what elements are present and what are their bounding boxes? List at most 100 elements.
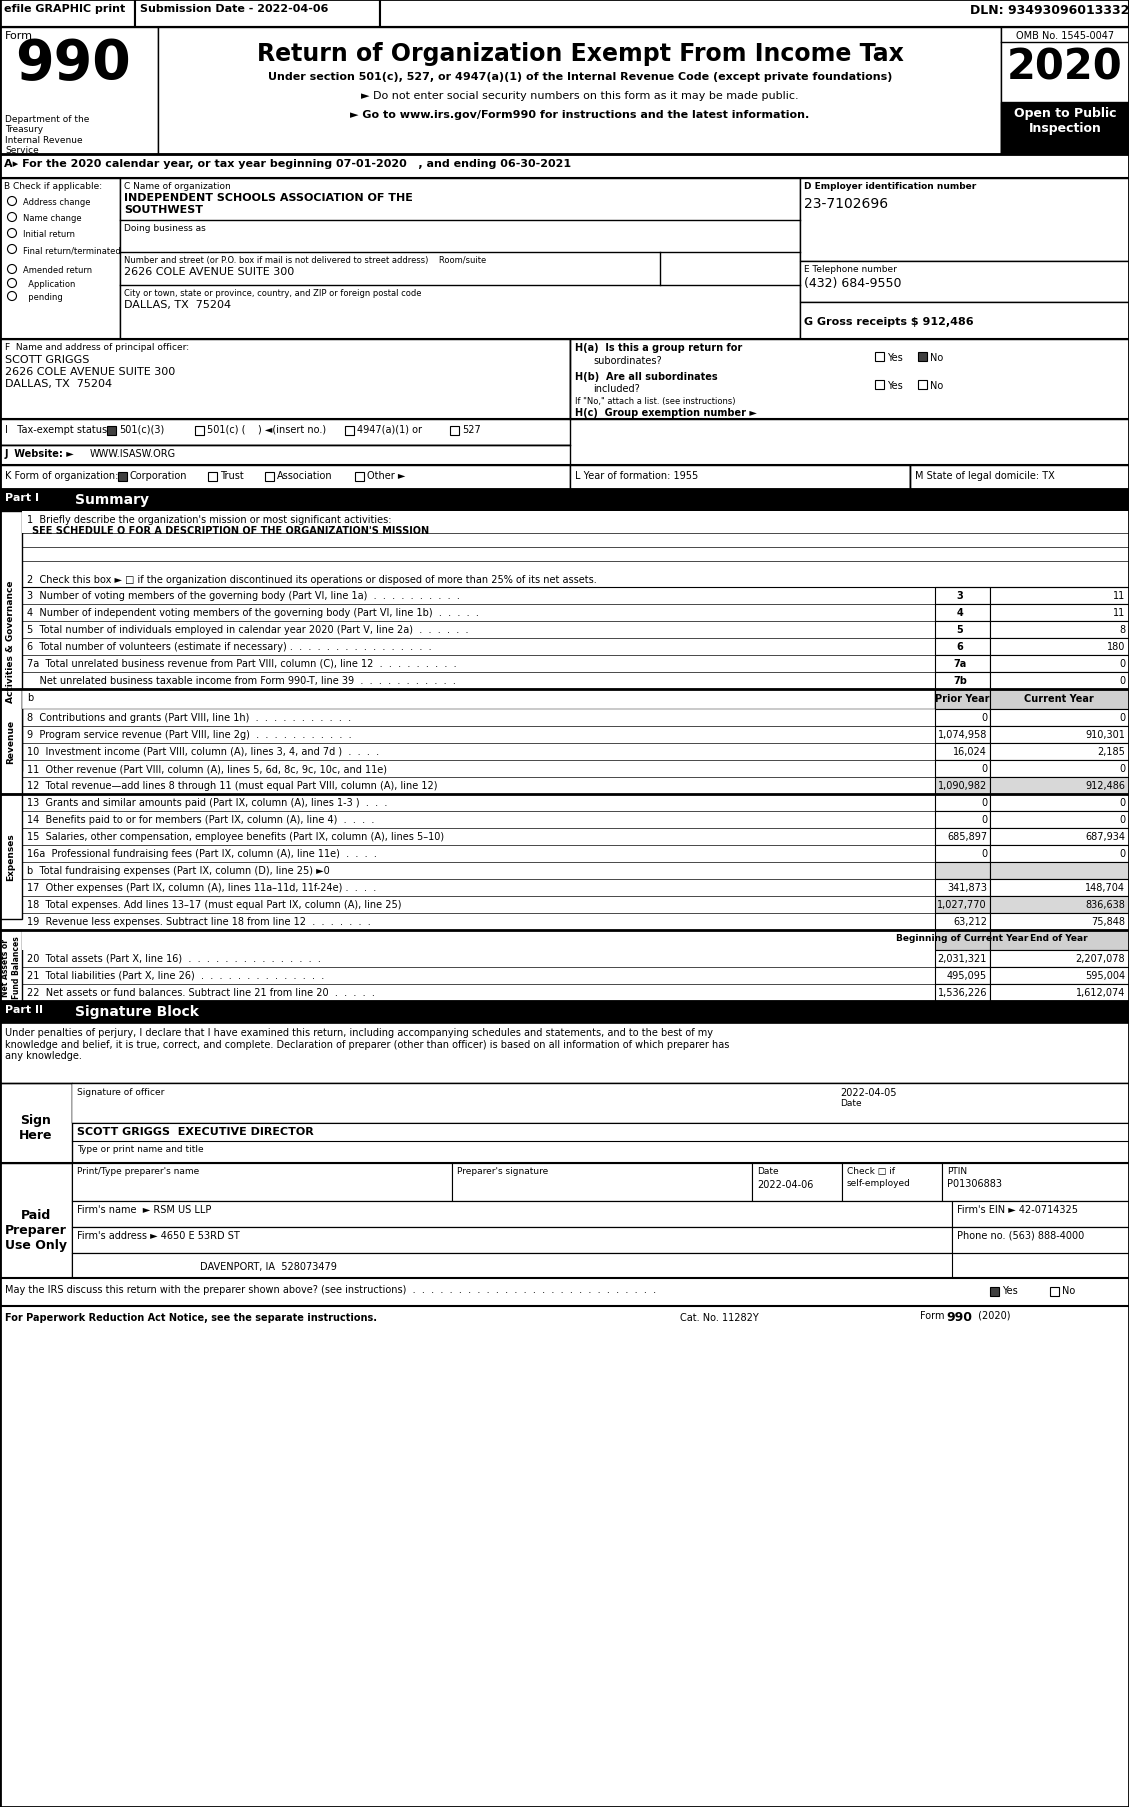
Text: 13  Grants and similar amounts paid (Part IX, column (A), lines 1-3 )  .  .  .: 13 Grants and similar amounts paid (Part… xyxy=(27,797,387,808)
Bar xyxy=(990,950,1129,967)
Text: Current Year: Current Year xyxy=(1024,694,1094,703)
Text: Other ►: Other ► xyxy=(367,472,405,481)
Bar xyxy=(935,846,990,862)
Bar xyxy=(918,352,927,361)
Bar xyxy=(935,605,990,622)
Bar xyxy=(842,1164,942,1202)
Text: If "No," attach a list. (see instructions): If "No," attach a list. (see instruction… xyxy=(575,398,735,407)
Bar xyxy=(990,622,1129,638)
Text: C Name of organization: C Name of organization xyxy=(124,183,230,192)
Bar xyxy=(0,0,1129,27)
Text: DAVENPORT, IA  528073479: DAVENPORT, IA 528073479 xyxy=(200,1261,336,1272)
Text: Revenue: Revenue xyxy=(7,719,16,764)
Text: 687,934: 687,934 xyxy=(1085,831,1124,842)
Text: H(c)  Group exemption number ►: H(c) Group exemption number ► xyxy=(575,408,756,417)
Text: 910,301: 910,301 xyxy=(1085,730,1124,739)
Text: 1,536,226: 1,536,226 xyxy=(937,987,987,997)
Text: 23-7102696: 23-7102696 xyxy=(804,197,889,211)
Text: 0: 0 xyxy=(981,712,987,723)
Bar xyxy=(0,27,1129,155)
Bar xyxy=(1050,1287,1059,1296)
Text: B Check if applicable:: B Check if applicable: xyxy=(5,183,102,192)
Text: subordinates?: subordinates? xyxy=(593,356,662,365)
Text: G Gross receipts $ 912,486: G Gross receipts $ 912,486 xyxy=(804,316,973,327)
Text: ► Go to www.irs.gov/Form990 for instructions and the latest information.: ► Go to www.irs.gov/Form990 for instruct… xyxy=(350,110,809,119)
Bar xyxy=(935,914,990,931)
Text: Cat. No. 11282Y: Cat. No. 11282Y xyxy=(680,1312,759,1323)
Bar xyxy=(0,1084,72,1164)
Bar xyxy=(570,466,910,490)
Text: 14  Benefits paid to or for members (Part IX, column (A), line 4)  .  .  .  .: 14 Benefits paid to or for members (Part… xyxy=(27,815,375,824)
Bar xyxy=(380,0,1129,27)
Bar xyxy=(990,744,1129,761)
Text: 527: 527 xyxy=(462,425,481,435)
Bar xyxy=(0,340,570,419)
Text: Under penalties of perjury, I declare that I have examined this return, includin: Under penalties of perjury, I declare th… xyxy=(5,1028,729,1061)
Bar xyxy=(935,950,990,967)
Bar xyxy=(935,587,990,605)
Text: 63,212: 63,212 xyxy=(953,916,987,927)
Bar xyxy=(800,179,1129,262)
Bar xyxy=(72,1164,452,1202)
Text: L Year of formation: 1955: L Year of formation: 1955 xyxy=(575,472,698,481)
Bar xyxy=(450,426,460,435)
Text: 22  Net assets or fund balances. Subtract line 21 from line 20  .  .  .  .  .: 22 Net assets or fund balances. Subtract… xyxy=(27,987,375,997)
Bar xyxy=(952,1202,1129,1227)
Bar xyxy=(752,1164,842,1202)
Text: Signature Block: Signature Block xyxy=(75,1005,199,1019)
Text: SCOTT GRIGGS  EXECUTIVE DIRECTOR: SCOTT GRIGGS EXECUTIVE DIRECTOR xyxy=(77,1126,314,1137)
Bar xyxy=(935,710,990,726)
Circle shape xyxy=(8,213,17,222)
Text: D Employer identification number: D Employer identification number xyxy=(804,183,977,192)
Text: 12  Total revenue—add lines 8 through 11 (must equal Part VIII, column (A), line: 12 Total revenue—add lines 8 through 11 … xyxy=(27,781,438,791)
Bar xyxy=(800,262,1129,304)
Bar xyxy=(355,473,364,482)
Text: (2020): (2020) xyxy=(975,1310,1010,1321)
Bar xyxy=(135,0,380,27)
Text: I   Tax-exempt status:: I Tax-exempt status: xyxy=(5,425,111,435)
Bar xyxy=(990,862,1129,880)
Text: Print/Type preparer's name: Print/Type preparer's name xyxy=(77,1166,199,1175)
Text: Check □ if: Check □ if xyxy=(847,1166,895,1175)
Text: Net Assets or
Fund Balances: Net Assets or Fund Balances xyxy=(1,936,20,999)
Bar xyxy=(942,1164,1129,1202)
Text: Type or print name and title: Type or print name and title xyxy=(77,1144,203,1153)
Text: 21  Total liabilities (Part X, line 26)  .  .  .  .  .  .  .  .  .  .  .  .  .  : 21 Total liabilities (Part X, line 26) .… xyxy=(27,970,324,981)
Text: 0: 0 xyxy=(1119,712,1124,723)
Text: H(b)  Are all subordinates: H(b) Are all subordinates xyxy=(575,372,718,381)
Text: No: No xyxy=(930,352,943,363)
Bar xyxy=(72,1084,1129,1124)
Text: Application: Application xyxy=(23,280,76,289)
Text: Open to Public
Inspection: Open to Public Inspection xyxy=(1014,107,1117,136)
Circle shape xyxy=(8,229,17,239)
Text: 75,848: 75,848 xyxy=(1091,916,1124,927)
Text: City or town, state or province, country, and ZIP or foreign postal code: City or town, state or province, country… xyxy=(124,289,421,298)
Bar xyxy=(990,846,1129,862)
Bar xyxy=(990,1287,999,1296)
Bar xyxy=(0,179,120,340)
Text: P01306883: P01306883 xyxy=(947,1178,1003,1189)
Text: 8: 8 xyxy=(1119,625,1124,634)
Bar xyxy=(990,710,1129,726)
Text: Date: Date xyxy=(758,1166,779,1175)
Bar xyxy=(952,1227,1129,1254)
Text: b  Total fundraising expenses (Part IX, column (D), line 25) ►0: b Total fundraising expenses (Part IX, c… xyxy=(27,866,330,876)
Text: (432) 684-9550: (432) 684-9550 xyxy=(804,276,901,289)
Bar xyxy=(21,511,1129,533)
Text: 6: 6 xyxy=(956,641,963,652)
Text: 2022-04-05: 2022-04-05 xyxy=(840,1088,896,1097)
Text: 6  Total number of volunteers (estimate if necessary) .  .  .  .  .  .  .  .  . : 6 Total number of volunteers (estimate i… xyxy=(27,641,431,652)
Bar xyxy=(990,914,1129,931)
Text: Trust: Trust xyxy=(220,472,244,481)
Text: 10  Investment income (Part VIII, column (A), lines 3, 4, and 7d )  .  .  .  .: 10 Investment income (Part VIII, column … xyxy=(27,746,379,757)
Text: 2022-04-06: 2022-04-06 xyxy=(758,1180,813,1189)
Text: 15  Salaries, other compensation, employee benefits (Part IX, column (A), lines : 15 Salaries, other compensation, employe… xyxy=(27,831,444,842)
Text: 2,185: 2,185 xyxy=(1097,746,1124,757)
Text: 0: 0 xyxy=(1119,815,1124,824)
Text: Association: Association xyxy=(277,472,333,481)
Text: 2  Check this box ► □ if the organization discontinued its operations or dispose: 2 Check this box ► □ if the organization… xyxy=(27,575,597,585)
Text: Yes: Yes xyxy=(887,352,903,363)
Text: Yes: Yes xyxy=(1003,1285,1017,1296)
Bar xyxy=(345,426,355,435)
Text: 5: 5 xyxy=(956,625,963,634)
